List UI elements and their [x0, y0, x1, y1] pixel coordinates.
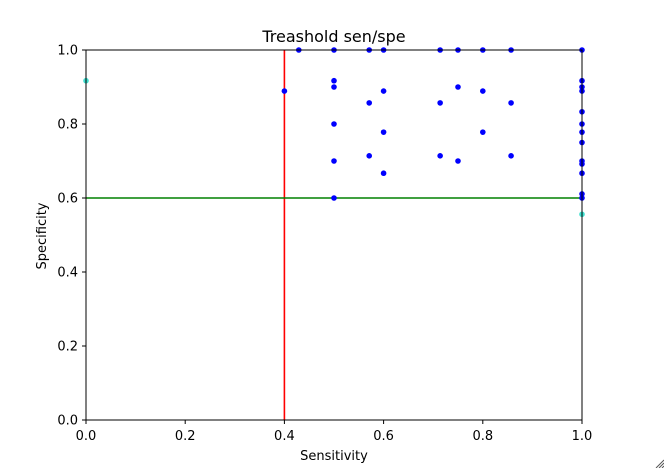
- resize-grip-icon[interactable]: [654, 458, 664, 468]
- y-tick-label: 0.0: [57, 414, 78, 429]
- x-tick-label: 0.6: [373, 429, 394, 444]
- data-point: [331, 121, 337, 127]
- x-axis-label: Sensitivity: [300, 449, 368, 464]
- y-tick-label: 0.4: [57, 266, 78, 281]
- data-point: [508, 100, 514, 106]
- x-tick-label: 0.8: [472, 429, 493, 444]
- axes-frame: [85, 49, 583, 421]
- data-point: [480, 88, 486, 94]
- data-point: [508, 153, 514, 159]
- data-point: [480, 129, 486, 135]
- y-tick-label: 0.8: [57, 118, 78, 133]
- data-point: [380, 129, 387, 135]
- y-tick-label: 1.0: [57, 44, 78, 59]
- data-point: [331, 77, 337, 84]
- x-tick-label: 0.4: [274, 429, 295, 444]
- data-point: [437, 153, 443, 159]
- data-point: [380, 88, 387, 94]
- axis-ticks: 0.0 0.2 0.4 0.6 0.8 1.0 0.0 0.2 0.4 0.6 0.8 1.0: [57, 44, 592, 445]
- data-point: [331, 84, 337, 90]
- y-tick-label: 0.6: [57, 192, 78, 207]
- data-point: [281, 88, 288, 94]
- data-point: [331, 195, 337, 201]
- data-point: [380, 170, 387, 177]
- data-point: [437, 100, 443, 106]
- data-point: [331, 158, 337, 164]
- data-point: [366, 153, 373, 159]
- data-point: [455, 158, 461, 164]
- x-tick-label: 0.2: [175, 429, 196, 444]
- y-axis-label: Specificity: [35, 202, 50, 269]
- x-tick-label: 1.0: [572, 429, 593, 444]
- data-point: [366, 100, 373, 106]
- y-tick-label: 0.2: [57, 340, 78, 355]
- chart-title: Treashold sen/spe: [261, 27, 405, 46]
- plot-area: [83, 47, 585, 421]
- data-point: [455, 84, 461, 90]
- x-tick-label: 0.0: [76, 429, 97, 444]
